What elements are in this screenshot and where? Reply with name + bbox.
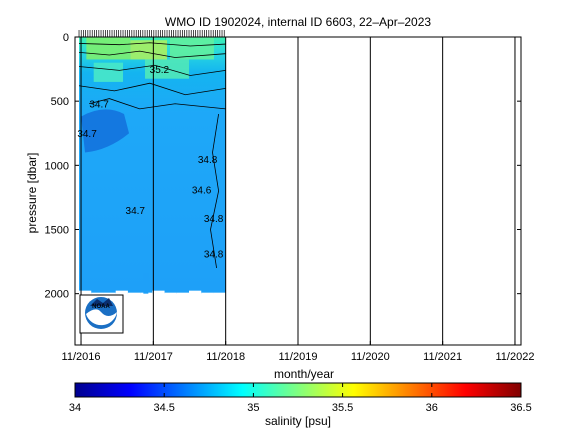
plot-frame xyxy=(74,36,522,346)
colorbar-label: salinity [psu] xyxy=(265,414,331,428)
y-tick-label: 1500 xyxy=(45,225,69,237)
y-tick-label: 500 xyxy=(51,96,69,108)
contour-label: 34.8 xyxy=(204,250,224,261)
y-tick-label: 1000 xyxy=(45,160,69,172)
bottom-edge-notch xyxy=(201,292,214,297)
contour-line xyxy=(78,50,226,58)
bottom-edge-notch xyxy=(140,292,153,297)
plot-area: 34.7 34.8 34.6 34.8 34.8 34.7 34.7 35.2 11/2016… xyxy=(45,30,534,363)
y-tick-label: 2000 xyxy=(45,289,69,301)
colorbar-gradient xyxy=(74,382,522,398)
contour-labels: 34.7 34.8 34.6 34.8 34.8 34.7 34.7 35.2 xyxy=(77,30,225,261)
bottom-edge-notch xyxy=(115,290,128,295)
chart-title: WMO ID 1902024, internal ID 6603, 22–Apr… xyxy=(165,15,431,29)
logo-wave xyxy=(86,309,117,326)
contour-label: 34.7 xyxy=(77,129,97,140)
bottom-edge-notch xyxy=(176,292,190,297)
colorbar-tick-label: 35.5 xyxy=(332,402,353,414)
colorbar-tick-label: 36.5 xyxy=(510,402,531,414)
logo-bird xyxy=(90,298,113,306)
x-tick-label: 11/2017 xyxy=(134,351,173,363)
noaa-logo: NOAA xyxy=(79,294,124,334)
y-axis-label: pressure [dbar] xyxy=(25,153,39,234)
bottom-edge-notch xyxy=(189,290,202,295)
colorbar-tick-label: 35 xyxy=(247,402,259,414)
salinity-field xyxy=(79,37,226,297)
x-tick-label: 11/2021 xyxy=(423,351,462,363)
x-axis-label: month/year xyxy=(274,367,334,381)
surface-salinity-patch xyxy=(93,62,124,82)
x-tick-labels: 11/2016 11/2017 11/2018 11/2019 11/2020 11/20… xyxy=(62,341,534,363)
bottom-edge-notch xyxy=(164,292,177,297)
bottom-edge-notch xyxy=(79,290,92,295)
contour-label: 34.8 xyxy=(204,214,224,225)
logo-text: NOAA xyxy=(92,304,110,310)
intermediate-water-patch xyxy=(81,109,130,153)
contour-line xyxy=(89,98,226,110)
x-tick-label: 11/2019 xyxy=(279,351,318,363)
x-tick-label: 11/2022 xyxy=(495,351,534,363)
contour-label: 34.6 xyxy=(192,186,212,197)
colorbar-ticks: 34 34.5 35 35.5 36 36.5 xyxy=(69,383,532,414)
contour-lines xyxy=(78,42,226,269)
x-tick-label: 11/2018 xyxy=(206,351,245,363)
contour-label: 34.7 xyxy=(126,206,146,217)
contour-line xyxy=(78,82,226,96)
surface-salinity-patch xyxy=(86,37,131,60)
bottom-edge-notch xyxy=(127,292,141,297)
contour-line xyxy=(210,113,220,269)
x-gridlines xyxy=(80,37,516,345)
y-tick-label: 0 xyxy=(63,32,69,44)
contour-line xyxy=(78,64,226,76)
colorbar-tick-label: 34 xyxy=(69,402,81,414)
bottom-edge-notch xyxy=(213,292,226,297)
profile-markers xyxy=(78,30,225,37)
bottom-edge-notch xyxy=(152,290,165,295)
colorbar-tick-label: 34.5 xyxy=(153,402,174,414)
contour-label: 34.8 xyxy=(198,155,218,166)
contour-label: 35.2 xyxy=(150,65,170,76)
contour-line xyxy=(79,42,226,47)
surface-salinity-patch xyxy=(169,37,214,60)
x-tick-label: 11/2016 xyxy=(62,351,101,363)
colorbar: 34 34.5 35 35.5 36 36.5 salinity [psu] xyxy=(69,382,532,428)
deep-profile-spike xyxy=(143,273,149,294)
colorbar-tick-label: 36 xyxy=(426,402,438,414)
x-tick-label: 11/2020 xyxy=(351,351,390,363)
contour-label: 34.7 xyxy=(89,100,109,111)
